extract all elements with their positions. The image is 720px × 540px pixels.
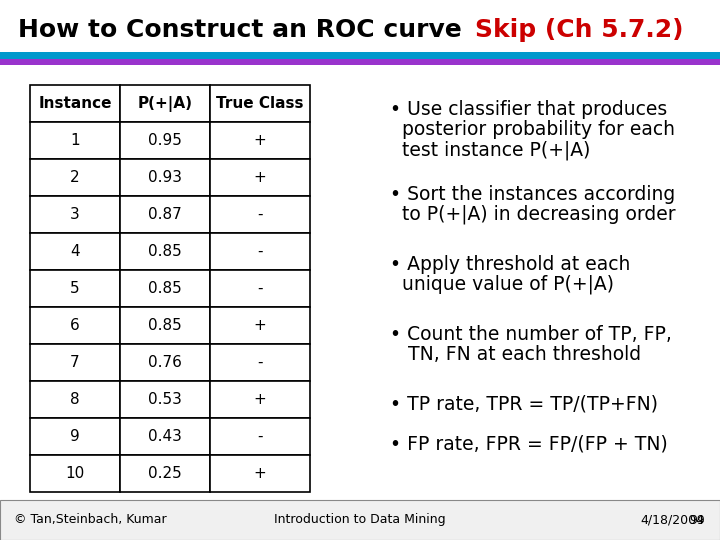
Bar	[210, 307, 310, 344]
Text: unique value of P(+|A): unique value of P(+|A)	[390, 275, 614, 294]
Bar	[30, 381, 120, 418]
Text: 99: 99	[689, 514, 705, 526]
Text: TN, FN at each threshold: TN, FN at each threshold	[390, 345, 641, 364]
Bar	[210, 196, 310, 233]
Text: -: -	[257, 244, 263, 259]
Bar	[120, 159, 210, 196]
Bar	[0, 52, 720, 59]
Bar	[210, 381, 310, 418]
Text: Instance: Instance	[38, 96, 112, 111]
Bar	[120, 233, 210, 270]
Text: 7: 7	[70, 355, 80, 370]
Text: +: +	[253, 466, 266, 481]
Bar	[120, 418, 210, 455]
Text: 10: 10	[66, 466, 85, 481]
Text: © Tan,Steinbach, Kumar: © Tan,Steinbach, Kumar	[14, 514, 166, 526]
Text: to P(+|A) in decreasing order: to P(+|A) in decreasing order	[390, 205, 675, 225]
Bar	[30, 270, 120, 307]
Bar	[120, 455, 210, 492]
Text: 4/18/2004: 4/18/2004	[640, 514, 704, 526]
Bar	[210, 233, 310, 270]
Bar	[210, 85, 310, 122]
Text: 0.93: 0.93	[148, 170, 182, 185]
Text: • Apply threshold at each: • Apply threshold at each	[390, 255, 631, 274]
Text: +: +	[253, 392, 266, 407]
Text: 0.76: 0.76	[148, 355, 182, 370]
Bar	[0, 59, 720, 65]
Text: How to Construct an ROC curve: How to Construct an ROC curve	[18, 18, 470, 42]
Bar	[30, 307, 120, 344]
Text: • TP rate, TPR = TP/(TP+FN): • TP rate, TPR = TP/(TP+FN)	[390, 395, 658, 414]
Bar	[30, 159, 120, 196]
Bar	[210, 344, 310, 381]
Text: 0.95: 0.95	[148, 133, 182, 148]
Bar	[210, 455, 310, 492]
Text: -: -	[257, 429, 263, 444]
Bar	[120, 122, 210, 159]
Text: 0.85: 0.85	[148, 281, 182, 296]
Bar	[30, 85, 120, 122]
Text: Skip (Ch 5.7.2): Skip (Ch 5.7.2)	[475, 18, 683, 42]
Text: 0.85: 0.85	[148, 318, 182, 333]
Text: +: +	[253, 133, 266, 148]
Bar	[210, 122, 310, 159]
Bar	[120, 270, 210, 307]
Text: 2: 2	[70, 170, 80, 185]
Bar	[120, 307, 210, 344]
Text: 9: 9	[70, 429, 80, 444]
Bar	[30, 196, 120, 233]
Text: Introduction to Data Mining: Introduction to Data Mining	[274, 514, 446, 526]
Text: • FP rate, FPR = FP/(FP + TN): • FP rate, FPR = FP/(FP + TN)	[390, 435, 667, 454]
Text: • Use classifier that produces: • Use classifier that produces	[390, 100, 667, 119]
Text: +: +	[253, 170, 266, 185]
Bar	[120, 344, 210, 381]
Text: 0.53: 0.53	[148, 392, 182, 407]
Bar	[210, 159, 310, 196]
Text: 0.25: 0.25	[148, 466, 182, 481]
Bar	[120, 196, 210, 233]
Text: 5: 5	[70, 281, 80, 296]
Bar	[30, 122, 120, 159]
Text: -: -	[257, 207, 263, 222]
Text: • Sort the instances according: • Sort the instances according	[390, 185, 675, 204]
Text: 4: 4	[70, 244, 80, 259]
Bar	[210, 270, 310, 307]
Text: test instance P(+|A): test instance P(+|A)	[390, 140, 590, 159]
Text: -: -	[257, 281, 263, 296]
Text: True Class: True Class	[216, 96, 304, 111]
Bar	[30, 455, 120, 492]
Text: • Count the number of TP, FP,: • Count the number of TP, FP,	[390, 325, 672, 344]
Text: 6: 6	[70, 318, 80, 333]
Text: P(+|A): P(+|A)	[138, 96, 192, 111]
Bar	[120, 85, 210, 122]
Bar	[30, 233, 120, 270]
Bar	[120, 381, 210, 418]
Text: 3: 3	[70, 207, 80, 222]
Text: 0.43: 0.43	[148, 429, 182, 444]
Text: posterior probability for each: posterior probability for each	[390, 120, 675, 139]
Bar	[210, 418, 310, 455]
Text: 0.87: 0.87	[148, 207, 182, 222]
Text: 1: 1	[70, 133, 80, 148]
Bar	[30, 344, 120, 381]
Bar	[0, 500, 720, 540]
Text: 8: 8	[70, 392, 80, 407]
Text: +: +	[253, 318, 266, 333]
Text: 0.85: 0.85	[148, 244, 182, 259]
Bar	[30, 418, 120, 455]
Text: -: -	[257, 355, 263, 370]
